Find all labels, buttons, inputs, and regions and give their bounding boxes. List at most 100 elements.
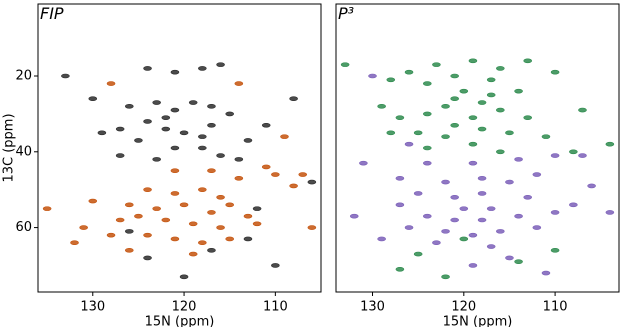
peak bbox=[152, 100, 161, 105]
x-tick-label: 120 bbox=[172, 300, 197, 315]
peak bbox=[569, 202, 578, 208]
peak bbox=[115, 153, 125, 158]
peak bbox=[234, 81, 244, 86]
peak bbox=[179, 130, 189, 136]
peak bbox=[486, 206, 496, 211]
peak bbox=[368, 73, 377, 79]
peak bbox=[587, 183, 596, 189]
peak bbox=[468, 58, 478, 64]
peak bbox=[569, 149, 578, 155]
peak bbox=[523, 115, 533, 120]
peak bbox=[349, 213, 359, 219]
peak bbox=[134, 213, 143, 219]
peak bbox=[207, 210, 216, 215]
peak bbox=[514, 213, 523, 219]
peak bbox=[207, 248, 216, 253]
plot-frame bbox=[335, 3, 620, 293]
peak bbox=[79, 225, 88, 230]
peak bbox=[432, 62, 441, 67]
peak bbox=[307, 179, 317, 185]
peak bbox=[514, 259, 523, 264]
peak bbox=[404, 225, 414, 230]
peak bbox=[298, 172, 308, 177]
peak bbox=[413, 191, 423, 196]
peak bbox=[468, 263, 478, 268]
peak bbox=[198, 66, 207, 71]
peak bbox=[505, 255, 514, 261]
x-tick-label: 130 bbox=[360, 300, 385, 315]
peak bbox=[243, 138, 253, 143]
peak bbox=[225, 236, 235, 242]
peak bbox=[422, 81, 432, 86]
peak bbox=[170, 107, 180, 113]
peak bbox=[307, 225, 317, 230]
peak bbox=[198, 145, 207, 151]
peak bbox=[179, 274, 189, 280]
peak bbox=[441, 134, 450, 139]
peak bbox=[261, 122, 271, 128]
peak bbox=[170, 236, 180, 242]
peak bbox=[477, 217, 487, 223]
peak bbox=[468, 115, 478, 120]
peak bbox=[207, 122, 216, 128]
peak bbox=[413, 251, 423, 257]
peak bbox=[441, 179, 450, 185]
peak bbox=[459, 236, 469, 242]
x-tick-label: 120 bbox=[451, 300, 476, 315]
peak bbox=[289, 183, 298, 189]
peak bbox=[541, 134, 551, 139]
peak bbox=[143, 187, 152, 192]
peak bbox=[477, 100, 487, 105]
peak bbox=[243, 213, 253, 219]
peak bbox=[386, 77, 396, 83]
peak bbox=[523, 58, 533, 64]
peak bbox=[106, 81, 116, 86]
peak bbox=[161, 126, 171, 132]
peak bbox=[216, 225, 225, 230]
x-tick-label: 110 bbox=[543, 300, 568, 315]
peak bbox=[124, 202, 134, 208]
peak bbox=[377, 236, 386, 242]
peak bbox=[216, 153, 225, 158]
peak bbox=[216, 194, 225, 200]
peak bbox=[198, 187, 207, 192]
peak bbox=[243, 236, 253, 242]
y-tick-label: 60 bbox=[15, 220, 32, 235]
peak bbox=[486, 77, 496, 83]
peak bbox=[496, 149, 505, 155]
peak bbox=[216, 62, 225, 67]
peak bbox=[514, 88, 523, 94]
peak bbox=[42, 206, 52, 211]
peak bbox=[422, 160, 432, 166]
peak bbox=[532, 172, 542, 177]
peak bbox=[395, 202, 405, 208]
peak bbox=[170, 145, 180, 151]
panel-title: P³ bbox=[338, 4, 354, 23]
peak bbox=[413, 130, 423, 136]
peak bbox=[541, 270, 551, 276]
peak bbox=[450, 96, 459, 102]
peak bbox=[88, 198, 98, 204]
peak bbox=[170, 168, 180, 174]
peak bbox=[505, 179, 514, 185]
peak bbox=[404, 141, 414, 147]
peak bbox=[450, 217, 459, 223]
y-tick-label: 40 bbox=[15, 144, 32, 159]
peak bbox=[496, 66, 505, 71]
plot-frame bbox=[37, 3, 322, 293]
peak bbox=[124, 248, 134, 253]
peak bbox=[505, 130, 514, 136]
peak bbox=[496, 229, 505, 234]
peak bbox=[152, 157, 161, 162]
peak bbox=[578, 153, 587, 158]
peak bbox=[432, 240, 441, 246]
peak bbox=[252, 221, 262, 227]
peak bbox=[404, 69, 414, 75]
peak bbox=[115, 126, 125, 132]
peak bbox=[207, 104, 216, 109]
peak bbox=[377, 104, 386, 109]
peak bbox=[161, 115, 171, 120]
peak bbox=[550, 210, 560, 215]
peak bbox=[532, 225, 542, 230]
peak bbox=[124, 229, 134, 234]
